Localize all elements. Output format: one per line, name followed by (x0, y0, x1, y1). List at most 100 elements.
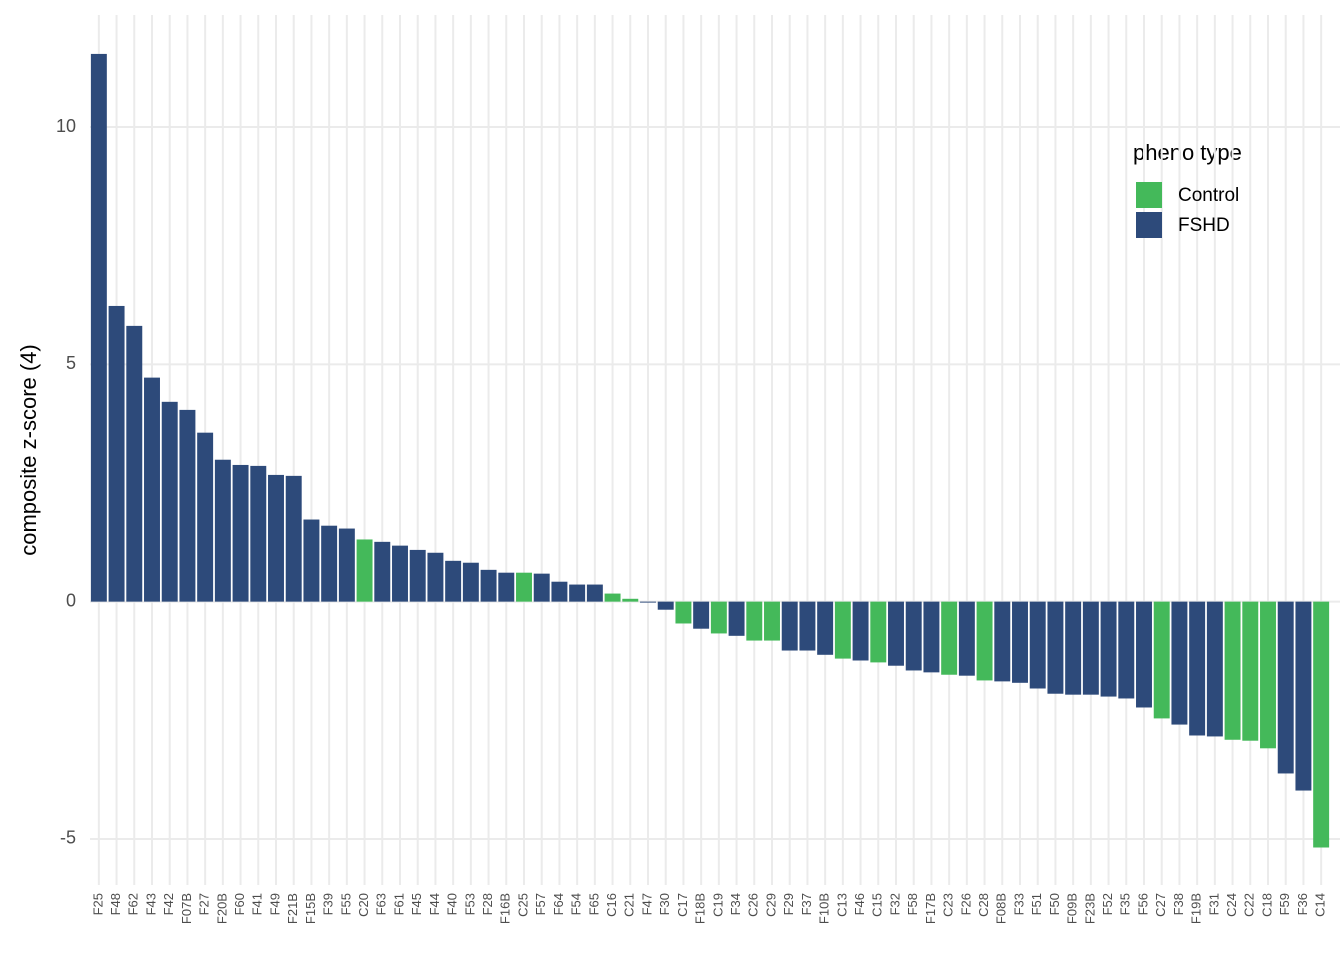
bar (108, 305, 125, 602)
x-tick-label: F34 (728, 893, 743, 915)
bar (1206, 601, 1223, 737)
x-tick-label: C29 (763, 893, 778, 917)
bar (551, 581, 568, 602)
x-tick-label: F57 (533, 893, 548, 915)
bar (976, 601, 993, 681)
bar (516, 572, 532, 602)
bar (214, 459, 231, 602)
x-tick-label: F53 (462, 893, 477, 915)
x-tick-label: F63 (374, 893, 389, 915)
y-tick-label: 10 (56, 116, 76, 136)
x-tick-label: C13 (834, 893, 849, 917)
bar (144, 377, 160, 602)
x-tick-label: F29 (781, 893, 796, 915)
bar (268, 474, 284, 602)
x-tick-label: F50 (1047, 893, 1062, 915)
x-tick-label: C22 (1242, 893, 1257, 917)
bar (285, 475, 302, 602)
x-tick-label: F43 (143, 893, 158, 915)
x-tick-label: F58 (905, 893, 920, 915)
x-tick-label: F37 (799, 893, 814, 915)
bar (356, 539, 373, 602)
bar (941, 601, 958, 675)
x-tick-label: C19 (710, 893, 725, 917)
bar (1295, 601, 1312, 791)
bar (338, 528, 355, 602)
bar (994, 601, 1011, 682)
x-tick-label: C17 (675, 893, 690, 917)
x-tick-label: F48 (108, 893, 123, 915)
bar (427, 552, 444, 602)
x-tick-label: F42 (161, 893, 176, 915)
bar (126, 325, 143, 602)
bar (303, 519, 320, 602)
x-tick-label: F23B (1082, 893, 1097, 924)
bar (834, 601, 851, 659)
y-tick-label: -5 (60, 828, 76, 848)
x-tick-label: F07B (179, 893, 194, 924)
x-tick-label: F49 (267, 893, 282, 915)
x-tick-label: F65 (586, 893, 601, 915)
bar (1277, 601, 1294, 774)
bar (1189, 601, 1206, 736)
x-tick-label: F28 (480, 893, 495, 915)
x-tick-label: F64 (551, 893, 566, 915)
bar (1313, 601, 1330, 848)
bar (852, 601, 869, 661)
bar (1171, 601, 1188, 725)
x-tick-label: F56 (1135, 893, 1150, 915)
x-tick-label: F25 (90, 893, 105, 915)
bar (799, 601, 816, 651)
bar (888, 601, 904, 666)
bar (445, 560, 462, 602)
x-tick-label: C25 (515, 893, 530, 917)
bar (710, 601, 727, 634)
bar (764, 601, 780, 641)
bar (1224, 601, 1241, 740)
x-tick-label: F15B (303, 893, 318, 924)
x-tick-label: F17B (923, 893, 938, 924)
bar (1260, 601, 1276, 749)
bar (179, 409, 196, 602)
x-tick-label: F47 (639, 893, 654, 915)
x-tick-label: F10B (817, 893, 832, 924)
legend-label: FSHD (1178, 215, 1230, 236)
bar (905, 601, 922, 671)
bar (321, 525, 338, 602)
x-tick-label: C14 (1313, 893, 1328, 917)
bar (1065, 601, 1082, 695)
bar (1136, 601, 1152, 708)
x-tick-label: C28 (976, 893, 991, 917)
bar (569, 584, 586, 602)
x-tick-label: F46 (852, 893, 867, 915)
bar (462, 562, 479, 602)
x-tick-label: F39 (321, 893, 336, 915)
bar (870, 601, 887, 663)
x-tick-label: F61 (391, 893, 406, 915)
x-tick-label: C18 (1259, 893, 1274, 917)
bar (923, 601, 940, 673)
x-tick-label: F55 (338, 893, 353, 915)
bar (958, 601, 975, 676)
x-tick-label: F52 (1100, 893, 1115, 915)
bar (392, 545, 408, 602)
x-tick-label: C15 (870, 893, 885, 917)
x-tick-label: F59 (1277, 893, 1292, 915)
bar (232, 464, 249, 602)
x-tick-label: F21B (285, 893, 300, 924)
x-tick-label: F51 (1029, 893, 1044, 915)
legend-key (1136, 212, 1162, 238)
bar (781, 601, 798, 651)
x-tick-label: F45 (409, 893, 424, 915)
x-tick-label: F27 (197, 893, 212, 915)
x-tick-label: F36 (1295, 893, 1310, 915)
legend-title: pheno type (1133, 140, 1242, 165)
bar (586, 584, 603, 602)
x-tick-label: F31 (1206, 893, 1221, 915)
x-tick-label: F16B (498, 893, 513, 924)
x-tick-label: C20 (356, 893, 371, 917)
bar (374, 541, 391, 602)
bar (409, 549, 426, 602)
bar (197, 432, 214, 602)
